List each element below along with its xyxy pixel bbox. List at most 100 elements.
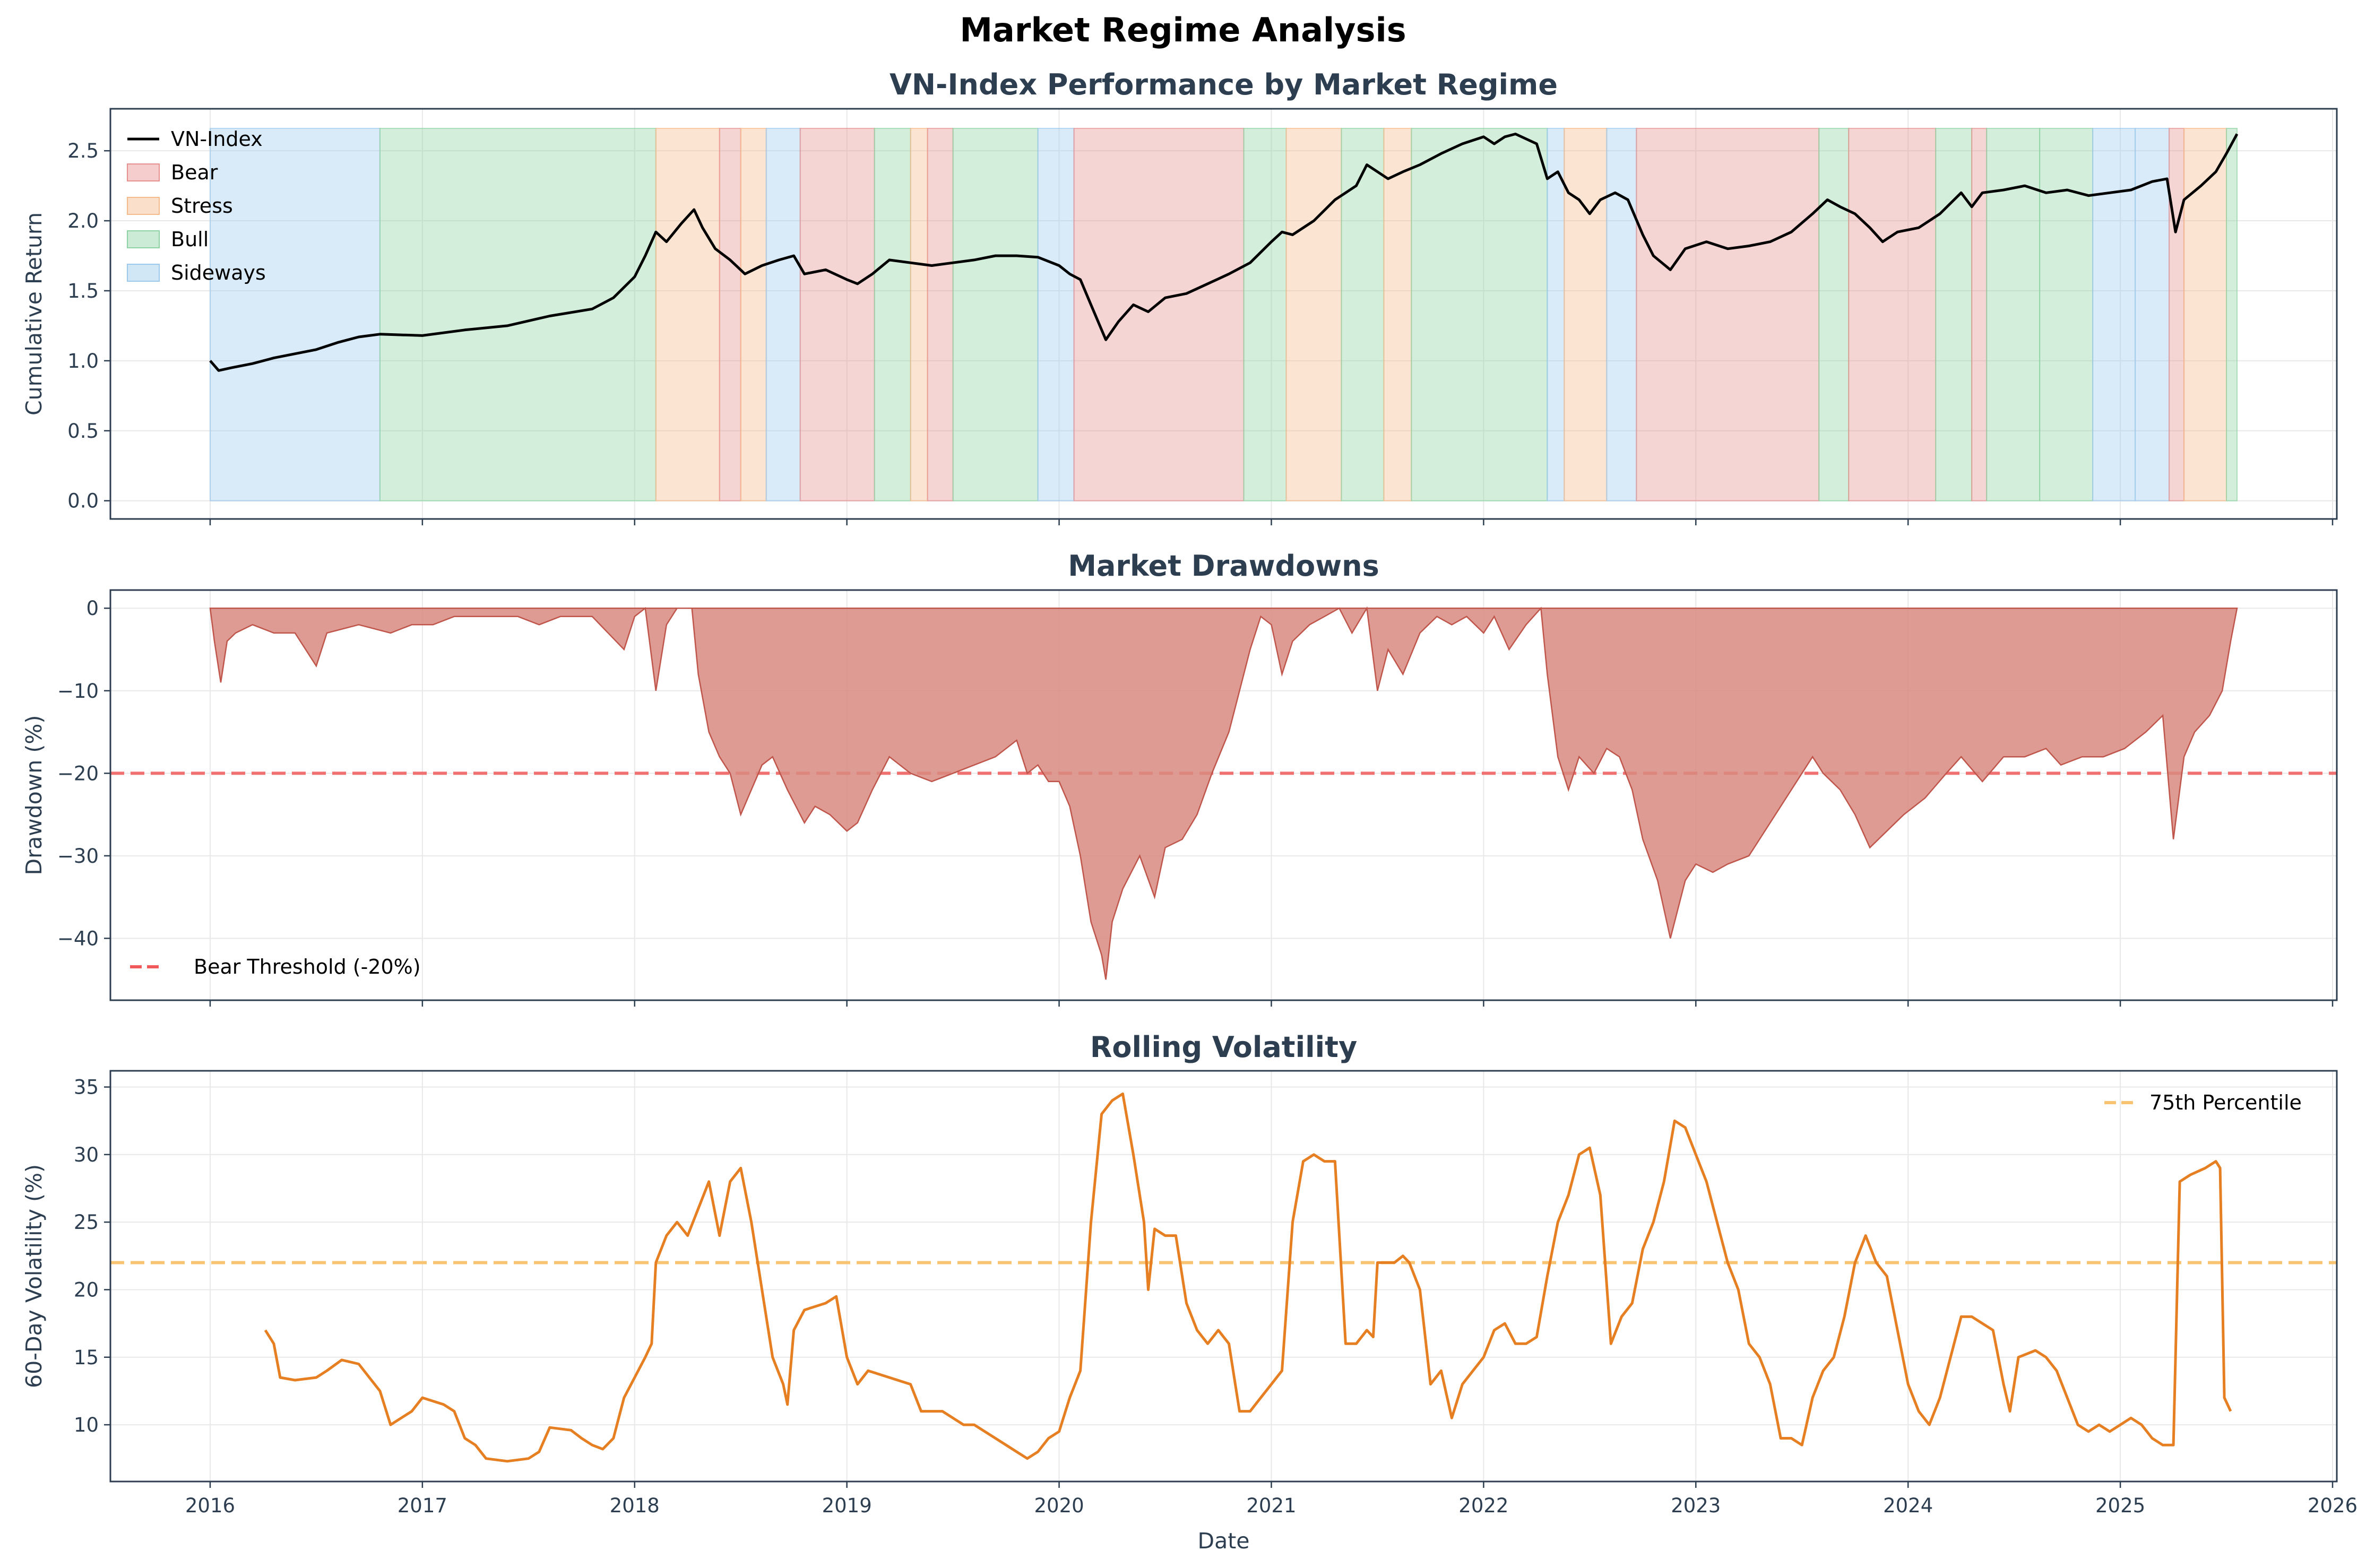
y-tick-label: 1.5 — [67, 280, 99, 302]
legend-label: Sideways — [171, 261, 266, 284]
regime-band-sideways — [2092, 127, 2136, 501]
regime-band-stress — [1383, 127, 1412, 501]
volatility-legend: 75th Percentile — [2104, 1091, 2302, 1114]
legend-swatch-stress — [127, 197, 160, 215]
regime-band-sideways — [1547, 127, 1565, 501]
axes-frame — [109, 108, 2338, 520]
regime-band-stress — [740, 127, 767, 501]
legend-label: Bull — [171, 228, 209, 251]
regime-band-bear — [927, 127, 954, 501]
panel-volatility: 2016 2017 2018 2019 2020 2021 2022 2023 2024 2025… — [21, 1030, 2358, 1554]
x-tick-label: 2016 — [185, 1494, 235, 1517]
regime-band-bear — [2169, 127, 2185, 501]
legend-swatch-bear — [127, 163, 160, 181]
x-tick-label: 2023 — [1671, 1494, 1721, 1517]
drawdown-area — [209, 606, 2238, 980]
regime-shading — [209, 127, 2238, 501]
x-tick-label: 2021 — [1246, 1494, 1296, 1517]
regime-band-sideways — [1606, 127, 1637, 501]
regime-band-stress — [1285, 127, 1342, 501]
volatility-line — [264, 1092, 2232, 1463]
regime-band-bear — [1971, 127, 1988, 501]
y-tick-label: 0 — [86, 597, 99, 620]
regime-band-stress — [2183, 127, 2227, 501]
drawdown-legend: Bear Threshold (-20%) — [130, 955, 421, 978]
y-tick-label: 20 — [74, 1278, 99, 1301]
regime-band-bull — [1243, 127, 1287, 501]
y-tick-label: −20 — [57, 762, 99, 785]
regime-band-stress — [655, 127, 720, 501]
y-tick-label: 2.5 — [67, 140, 99, 162]
x-tick-label: 2025 — [2095, 1494, 2145, 1517]
volatility-axes: 2016 2017 2018 2019 2020 2021 2022 2023 2024 2025… — [74, 1070, 2358, 1517]
figure-title: Market Regime Analysis — [960, 11, 1406, 49]
axes-frame — [109, 1070, 2338, 1483]
x-tick-label: 2022 — [1458, 1494, 1508, 1517]
panel-drawdowns: 0 −10 −20 −30 −40 Market Drawdowns Drawdown … — [21, 549, 2338, 1007]
y-tick-label: 15 — [74, 1346, 99, 1369]
legend-label: Bear Threshold (-20%) — [194, 955, 421, 978]
y-tick-label: 2.0 — [67, 210, 99, 232]
x-tick-label: 2018 — [610, 1494, 660, 1517]
vn-index-line — [209, 133, 2239, 372]
y-tick-label: −30 — [57, 845, 99, 868]
legend-swatch-bull — [127, 230, 160, 248]
performance-series — [209, 133, 2239, 372]
x-tick-label: 2019 — [822, 1494, 872, 1517]
regime-band-bear — [719, 127, 741, 501]
y-tick-label: 35 — [74, 1076, 99, 1099]
y-tick-label: 0.5 — [67, 420, 99, 443]
drawdown-axes: 0 −10 −20 −30 −40 — [57, 589, 2338, 1007]
legend-label: VN-Index — [171, 127, 263, 151]
y-tick-label: 1.0 — [67, 350, 99, 372]
y-tick-label: −40 — [57, 927, 99, 950]
performance-ylabel: Cumulative Return — [21, 212, 47, 415]
axes-frame — [109, 589, 2338, 1001]
volatility-series — [264, 1092, 2232, 1463]
volatility-ylabel: 60-Day Volatility (%) — [21, 1164, 47, 1388]
regime-band-bear — [1636, 127, 1820, 501]
regime-band-bull — [2039, 127, 2094, 501]
volatility-title: Rolling Volatility — [1090, 1030, 1357, 1064]
regime-band-bull — [1341, 127, 1385, 501]
y-tick-label: 25 — [74, 1211, 99, 1234]
x-axis-label: Date — [1198, 1528, 1250, 1554]
legend-label: Bear — [171, 161, 218, 184]
performance-legend: VN-Index Bear Stress Bull Sideways — [127, 127, 266, 284]
regime-band-bull — [952, 127, 1039, 501]
drawdown-series — [209, 606, 2238, 980]
regime-band-bear — [1848, 127, 1937, 501]
panel-performance: 0.0 0.5 1.0 1.5 2.0 2.5 VN-Index Performance … — [21, 68, 2338, 525]
regime-band-sideways — [2135, 127, 2170, 501]
regime-band-sideways — [765, 127, 801, 501]
performance-title: VN-Index Performance by Market Regime — [890, 68, 1558, 101]
x-tick-label: 2024 — [1883, 1494, 1933, 1517]
regime-band-bull — [379, 127, 657, 501]
x-tick-label: 2020 — [1034, 1494, 1084, 1517]
drawdown-title: Market Drawdowns — [1068, 549, 1379, 583]
x-tick-label: 2017 — [398, 1494, 447, 1517]
regime-band-bull — [2226, 127, 2238, 501]
performance-axes: 0.0 0.5 1.0 1.5 2.0 2.5 — [67, 108, 2338, 525]
regime-band-sideways — [209, 127, 381, 501]
regime-band-bull — [874, 127, 911, 501]
regime-band-bull — [1935, 127, 1973, 501]
y-tick-label: 30 — [74, 1143, 99, 1166]
y-tick-label: 10 — [74, 1414, 99, 1436]
legend-swatch-sideways — [127, 264, 160, 282]
regime-band-sideways — [1037, 127, 1075, 501]
legend-label: Stress — [171, 194, 233, 218]
y-tick-label: 0.0 — [67, 490, 99, 513]
regime-band-bull — [1986, 127, 2041, 501]
volatility-grid — [110, 1071, 2337, 1482]
regime-band-stress — [1564, 127, 1608, 501]
regime-band-bull — [1818, 127, 1850, 501]
regime-band-bull — [1411, 127, 1548, 501]
regime-band-bear — [799, 127, 875, 501]
regime-band-stress — [910, 127, 928, 501]
legend-label: 75th Percentile — [2149, 1091, 2302, 1114]
x-tick-label: 2026 — [2308, 1494, 2358, 1517]
regime-band-bear — [1073, 127, 1245, 501]
